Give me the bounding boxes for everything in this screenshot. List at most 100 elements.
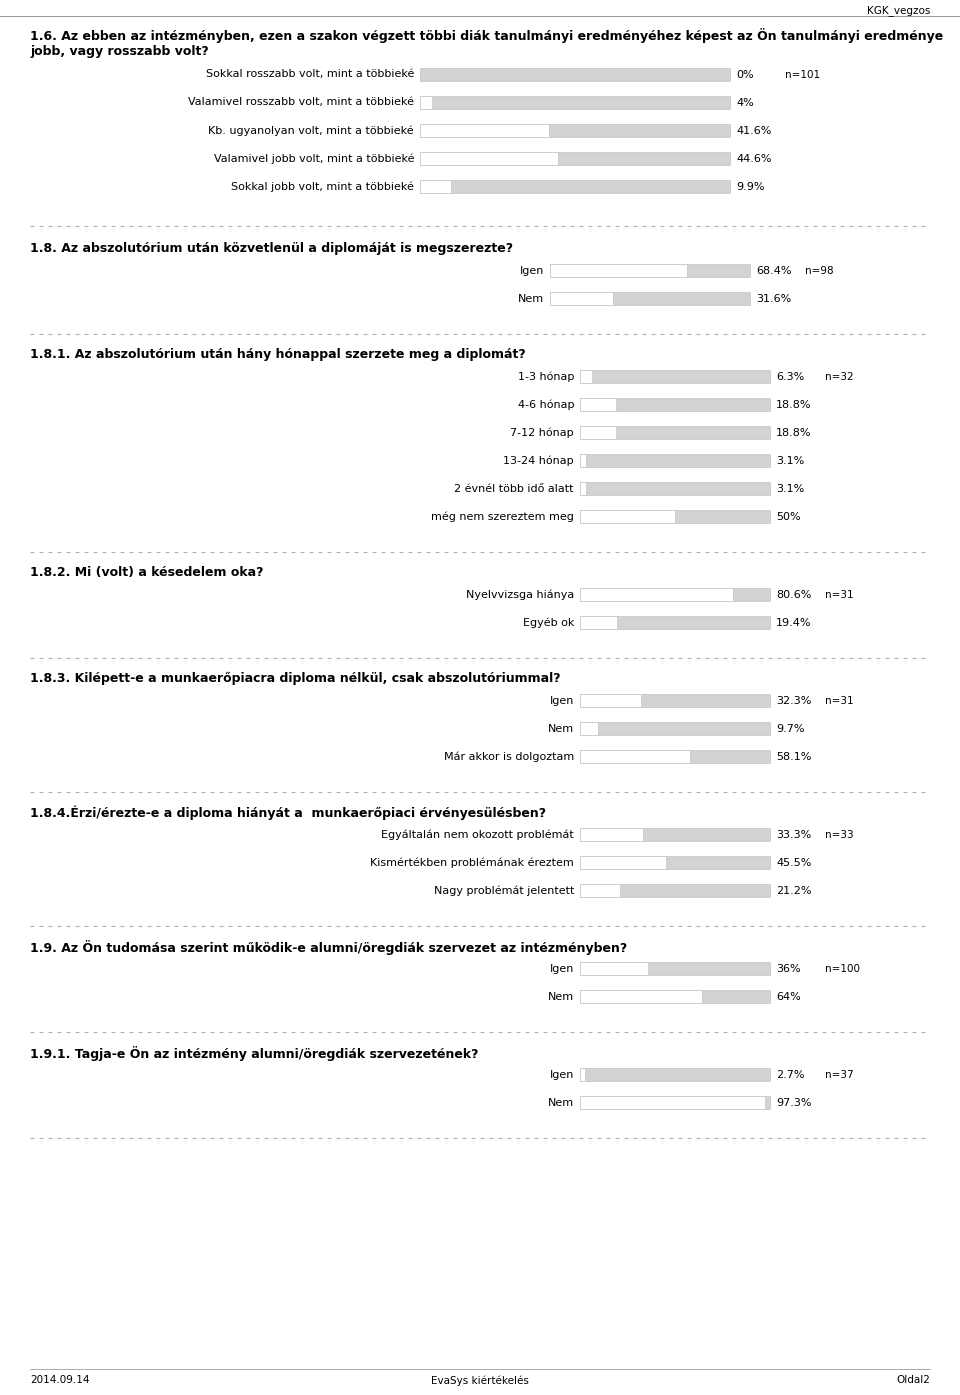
Text: 21.2%: 21.2% bbox=[776, 886, 811, 896]
Bar bbox=[580, 693, 641, 707]
Text: 44.6%: 44.6% bbox=[736, 153, 772, 163]
Text: 4%: 4% bbox=[736, 98, 754, 107]
Text: Valamivel jobb volt, mint a többieké: Valamivel jobb volt, mint a többieké bbox=[213, 153, 414, 163]
Text: 1.9.1. Tagja-e Ön az intézmény alumni/öregdiák szervezetének?: 1.9.1. Tagja-e Ön az intézmény alumni/ör… bbox=[30, 1046, 478, 1062]
Text: Nyelvvizsga hiánya: Nyelvvizsga hiánya bbox=[466, 589, 574, 600]
Bar bbox=[580, 589, 770, 601]
Text: 3.1%: 3.1% bbox=[776, 484, 804, 494]
Text: 13-24 hónap: 13-24 hónap bbox=[503, 455, 574, 466]
Bar bbox=[580, 453, 586, 467]
Bar bbox=[580, 990, 770, 1003]
Bar bbox=[580, 617, 770, 629]
Bar bbox=[580, 483, 586, 495]
Text: még nem szereztem meg: még nem szereztem meg bbox=[431, 511, 574, 522]
Text: Oldal2: Oldal2 bbox=[896, 1375, 930, 1385]
Text: 97.3%: 97.3% bbox=[776, 1098, 811, 1108]
Bar bbox=[580, 963, 648, 975]
Text: 2.7%: 2.7% bbox=[776, 1070, 804, 1080]
Bar bbox=[580, 617, 617, 629]
Text: 18.8%: 18.8% bbox=[776, 427, 811, 438]
Text: 1.8.1. Az abszolutórium után hány hónappal szerzete meg a diplomát?: 1.8.1. Az abszolutórium után hány hónapp… bbox=[30, 347, 526, 361]
Bar bbox=[580, 511, 770, 523]
Text: Igen: Igen bbox=[550, 964, 574, 974]
Text: 1.8.4.Érzi/érezte-e a diploma hiányát a  munkaerőpiaci érvényesülésben?: 1.8.4.Érzi/érezte-e a diploma hiányát a … bbox=[30, 806, 546, 820]
Text: Igen: Igen bbox=[519, 265, 544, 275]
Text: 7-12 hónap: 7-12 hónap bbox=[511, 427, 574, 438]
Bar bbox=[420, 96, 432, 109]
Text: 58.1%: 58.1% bbox=[776, 752, 811, 762]
Bar bbox=[580, 857, 666, 869]
Bar bbox=[580, 723, 770, 735]
Text: 1.9. Az Ön tudomása szerint működik-e alumni/öregdiák szervezet az intézményben?: 1.9. Az Ön tudomása szerint működik-e al… bbox=[30, 940, 627, 956]
Text: 1-3 hónap: 1-3 hónap bbox=[517, 371, 574, 382]
Bar bbox=[580, 425, 615, 439]
Text: Nagy problémát jelentett: Nagy problémát jelentett bbox=[434, 886, 574, 896]
Text: 18.8%: 18.8% bbox=[776, 399, 811, 410]
Bar bbox=[580, 370, 592, 384]
Bar bbox=[420, 96, 730, 109]
Bar bbox=[580, 589, 733, 601]
Text: Egyéb ok: Egyéb ok bbox=[522, 617, 574, 628]
Bar bbox=[550, 264, 686, 278]
Bar bbox=[580, 1096, 770, 1109]
Text: n=37: n=37 bbox=[825, 1070, 853, 1080]
Text: 32.3%: 32.3% bbox=[776, 696, 811, 706]
Text: 41.6%: 41.6% bbox=[736, 126, 772, 135]
Text: 1.8.2. Mi (volt) a késedelem oka?: 1.8.2. Mi (volt) a késedelem oka? bbox=[30, 566, 263, 579]
Text: 1.8.3. Kilépett-e a munkaerőpiacra diploma nélkül, csak abszolutóriummal?: 1.8.3. Kilépett-e a munkaerőpiacra diplo… bbox=[30, 672, 561, 685]
Text: Nem: Nem bbox=[548, 724, 574, 734]
Bar bbox=[580, 398, 770, 412]
Bar bbox=[580, 857, 770, 869]
Bar bbox=[580, 1069, 586, 1081]
Text: Igen: Igen bbox=[550, 696, 574, 706]
Text: 1.8. Az abszolutórium után közvetlenül a diplomáját is megszerezte?: 1.8. Az abszolutórium után közvetlenül a… bbox=[30, 241, 514, 255]
Bar bbox=[420, 152, 730, 165]
Bar bbox=[550, 292, 750, 306]
Bar bbox=[420, 124, 730, 137]
Text: 64%: 64% bbox=[776, 992, 801, 1002]
Bar bbox=[550, 292, 613, 306]
Bar bbox=[420, 152, 559, 165]
Bar bbox=[550, 264, 750, 278]
Text: 80.6%: 80.6% bbox=[776, 590, 811, 600]
Text: 9.9%: 9.9% bbox=[736, 181, 764, 191]
Text: 6.3%: 6.3% bbox=[776, 371, 804, 381]
Bar bbox=[580, 751, 770, 763]
Text: n=100: n=100 bbox=[825, 964, 860, 974]
Bar bbox=[580, 1096, 765, 1109]
Text: Egyáltalán nem okozott problémát: Egyáltalán nem okozott problémát bbox=[381, 829, 574, 840]
Text: Valamivel rosszabb volt, mint a többieké: Valamivel rosszabb volt, mint a többieké bbox=[188, 98, 414, 107]
Text: 2 évnél több idő alatt: 2 évnél több idő alatt bbox=[454, 484, 574, 494]
Bar bbox=[580, 990, 702, 1003]
Bar bbox=[580, 884, 770, 897]
Text: 3.1%: 3.1% bbox=[776, 456, 804, 466]
Text: n=98: n=98 bbox=[805, 266, 833, 276]
Bar bbox=[580, 751, 690, 763]
Bar bbox=[580, 829, 770, 841]
Text: Kb. ugyanolyan volt, mint a többieké: Kb. ugyanolyan volt, mint a többieké bbox=[208, 126, 414, 135]
Text: 45.5%: 45.5% bbox=[776, 858, 811, 868]
Text: Nem: Nem bbox=[548, 992, 574, 1002]
Text: 33.3%: 33.3% bbox=[776, 830, 811, 840]
Bar bbox=[580, 829, 643, 841]
Bar bbox=[580, 963, 770, 975]
Text: KGK_vegzos: KGK_vegzos bbox=[867, 6, 930, 15]
Bar bbox=[580, 425, 770, 439]
Text: 0%: 0% bbox=[736, 70, 754, 80]
Bar bbox=[580, 693, 770, 707]
Bar bbox=[580, 1069, 770, 1081]
Text: Már akkor is dolgoztam: Már akkor is dolgoztam bbox=[444, 752, 574, 762]
Bar bbox=[580, 884, 620, 897]
Text: n=31: n=31 bbox=[825, 696, 853, 706]
Bar bbox=[580, 723, 598, 735]
Text: 9.7%: 9.7% bbox=[776, 724, 804, 734]
Text: n=31: n=31 bbox=[825, 590, 853, 600]
Text: 2014.09.14: 2014.09.14 bbox=[30, 1375, 89, 1385]
Text: Nem: Nem bbox=[548, 1098, 574, 1108]
Bar bbox=[420, 180, 450, 193]
Text: EvaSys kiértékelés: EvaSys kiértékelés bbox=[431, 1375, 529, 1385]
Bar bbox=[420, 124, 549, 137]
Bar bbox=[580, 453, 770, 467]
Text: 31.6%: 31.6% bbox=[756, 293, 791, 304]
Text: 19.4%: 19.4% bbox=[776, 618, 811, 628]
